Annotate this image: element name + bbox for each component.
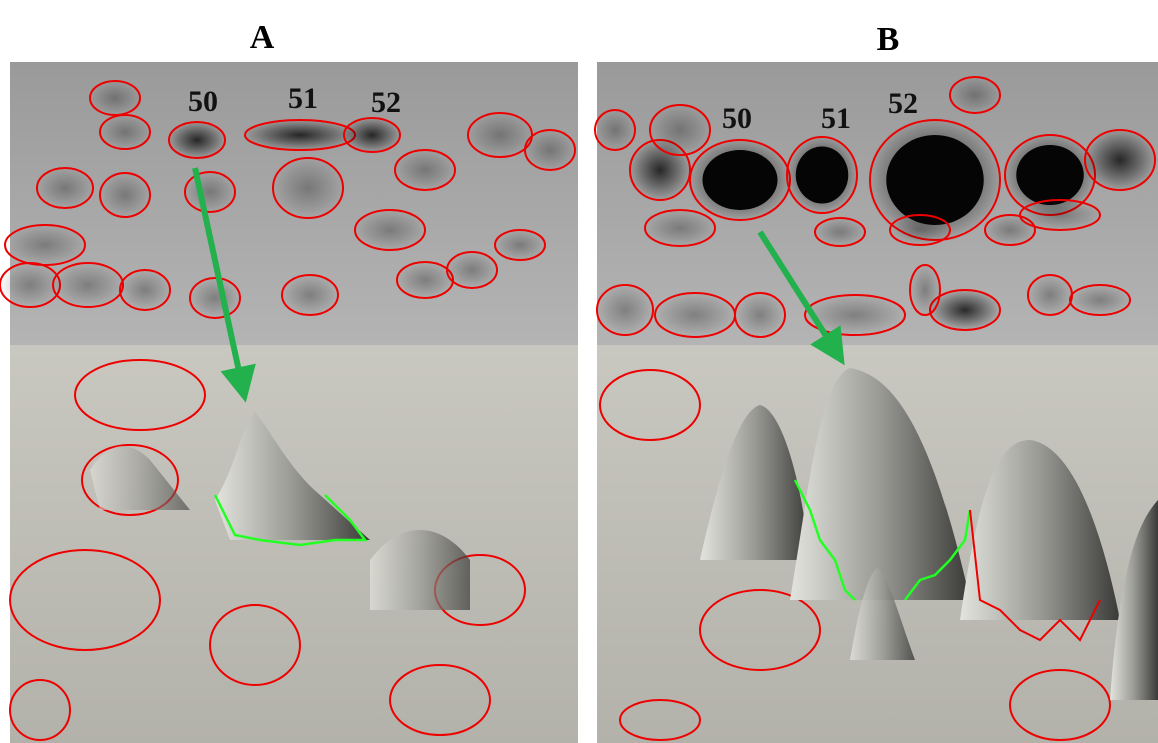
spot-label: 50 xyxy=(188,85,218,118)
figure: A 50 51 52 B 50 51 52 xyxy=(0,0,1158,743)
spot-label: 50 xyxy=(722,102,752,135)
gel-spot-core xyxy=(1016,145,1084,205)
gel-spot xyxy=(649,104,712,157)
gel-spot xyxy=(803,294,908,336)
spot-label: 51 xyxy=(821,102,851,135)
gel-spot xyxy=(271,157,345,220)
gel-spot xyxy=(653,292,737,338)
spot-label: 51 xyxy=(288,82,318,115)
gel-spot xyxy=(596,284,655,337)
gel-spot xyxy=(51,262,125,308)
gel-spot-core xyxy=(886,135,984,225)
panel-a: A 50 51 52 xyxy=(0,19,578,743)
spot-label: 52 xyxy=(371,86,401,119)
panel-label: B xyxy=(877,21,900,58)
gel-spot-core xyxy=(796,147,849,204)
spot-label: 52 xyxy=(888,87,918,120)
gel-spot xyxy=(3,224,87,266)
gel-spot xyxy=(466,112,533,158)
panel-b: B 50 51 52 xyxy=(594,21,1158,743)
gel-spot-core xyxy=(703,150,778,210)
gel-spot xyxy=(1083,129,1157,192)
panel-label: A xyxy=(250,19,275,56)
